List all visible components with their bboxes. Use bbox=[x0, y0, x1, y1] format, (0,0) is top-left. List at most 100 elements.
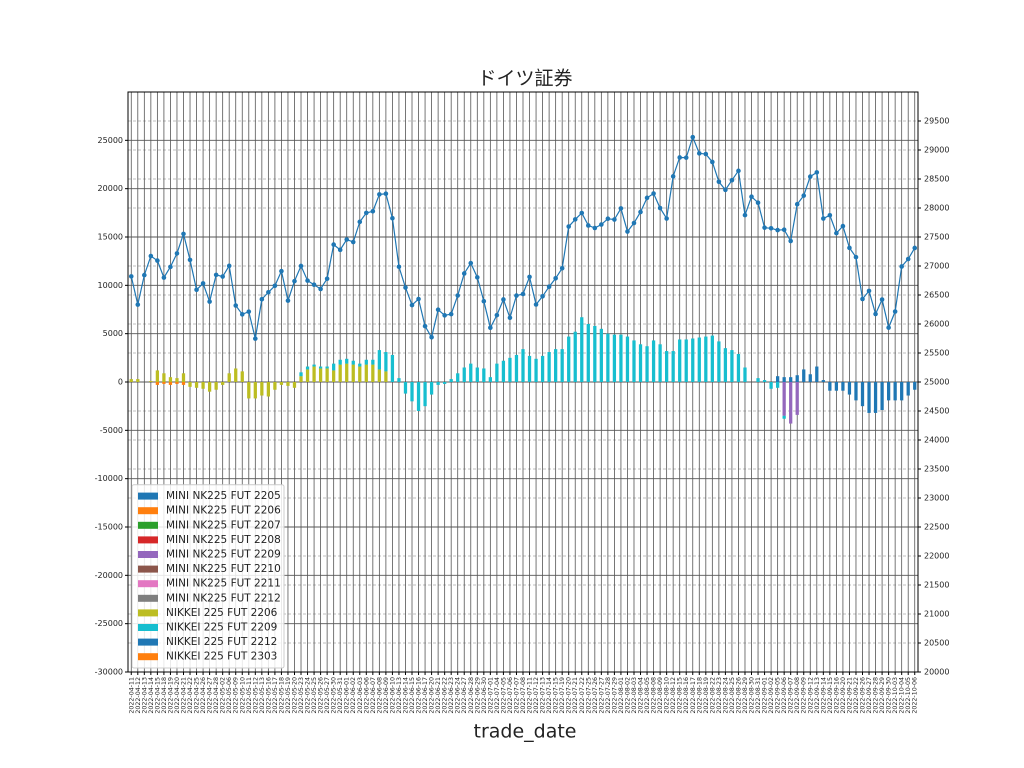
x-tick-label: 2022-08-19 bbox=[703, 677, 710, 714]
price-marker bbox=[155, 258, 160, 263]
price-marker bbox=[194, 287, 199, 293]
price-marker bbox=[794, 201, 800, 207]
x-tick-label: 2022-07-29 bbox=[611, 677, 618, 714]
bar bbox=[580, 317, 584, 382]
y2-tick-label: 26000 bbox=[924, 320, 949, 329]
bar bbox=[456, 373, 460, 382]
y2-tick-label: 29000 bbox=[924, 146, 949, 155]
bar bbox=[873, 382, 878, 413]
x-tick-label: 2022-09-09 bbox=[801, 677, 808, 714]
price-marker bbox=[455, 293, 461, 298]
price-marker bbox=[821, 216, 826, 221]
x-tick-label: 2022-08-25 bbox=[729, 677, 736, 714]
x-tick-label: 2022-05-09 bbox=[233, 677, 240, 714]
legend-label: MINI NK225 FUT 2205 bbox=[166, 490, 281, 502]
bar bbox=[175, 378, 179, 382]
bar bbox=[214, 382, 218, 390]
bar bbox=[638, 344, 643, 382]
y2-tick-label: 21000 bbox=[924, 610, 949, 619]
x-axis-label: trade_date bbox=[474, 721, 577, 743]
x-tick-label: 2022-06-09 bbox=[383, 677, 390, 714]
price-marker bbox=[220, 274, 225, 279]
legend-swatch bbox=[138, 551, 158, 558]
plot-frame bbox=[127, 91, 919, 673]
price-marker bbox=[651, 191, 656, 196]
x-tick-label: 2022-06-08 bbox=[376, 677, 383, 714]
price-marker bbox=[350, 239, 356, 245]
bar bbox=[325, 368, 329, 382]
x-tick-label: 2022-07-07 bbox=[513, 677, 520, 714]
price-marker bbox=[239, 312, 245, 317]
x-tick-label: 2022-05-10 bbox=[239, 677, 246, 714]
legend-label: MINI NK225 FUT 2209 bbox=[166, 549, 281, 561]
x-tick-label: 2022-06-15 bbox=[409, 677, 416, 714]
x-tick-label: 2022-08-15 bbox=[677, 677, 684, 714]
y-tick-label: 5000 bbox=[103, 329, 123, 338]
y-tick-label: 20000 bbox=[98, 184, 123, 193]
x-tick-label: 2022-09-29 bbox=[879, 677, 886, 714]
price-marker bbox=[755, 200, 761, 206]
bar bbox=[194, 382, 199, 388]
price-marker bbox=[213, 272, 219, 278]
price-marker bbox=[775, 227, 780, 233]
x-tick-label: 2022-07-11 bbox=[527, 677, 534, 714]
price-marker bbox=[638, 209, 643, 215]
x-tick-label: 2022-05-25 bbox=[311, 677, 318, 714]
bar bbox=[279, 382, 284, 385]
price-marker bbox=[834, 230, 839, 236]
bar bbox=[730, 350, 734, 382]
price-marker bbox=[572, 217, 578, 222]
y-tick-label: -30000 bbox=[95, 668, 123, 677]
bar bbox=[162, 373, 166, 382]
x-tick-label: 2022-08-22 bbox=[709, 677, 716, 714]
x-tick-label: 2022-06-01 bbox=[344, 677, 351, 714]
bar bbox=[547, 352, 551, 382]
y2-tick-label: 23500 bbox=[924, 465, 949, 474]
price-marker bbox=[168, 264, 173, 270]
bar bbox=[554, 349, 558, 382]
y-tick-label: 15000 bbox=[98, 233, 123, 242]
bar bbox=[854, 382, 858, 401]
y-tick-label: -10000 bbox=[95, 474, 123, 483]
bar bbox=[266, 382, 271, 397]
legend-swatch bbox=[138, 624, 158, 631]
price-marker bbox=[670, 174, 676, 179]
x-tick-label: 2022-07-20 bbox=[566, 677, 573, 714]
bar bbox=[181, 382, 186, 385]
bar bbox=[586, 324, 590, 382]
bar bbox=[358, 363, 362, 367]
x-tick-label: 2022-08-09 bbox=[657, 677, 664, 714]
legend-swatch bbox=[138, 653, 158, 661]
price-marker bbox=[866, 288, 872, 294]
bar bbox=[149, 381, 153, 382]
price-marker bbox=[736, 168, 741, 174]
price-marker bbox=[553, 275, 558, 281]
x-tick-label: 2022-10-05 bbox=[905, 677, 912, 714]
bar bbox=[795, 375, 799, 382]
bar bbox=[612, 334, 617, 382]
bar bbox=[371, 359, 375, 365]
x-tick-label: 2022-09-20 bbox=[840, 677, 847, 714]
bar bbox=[900, 382, 904, 401]
bar bbox=[129, 379, 133, 382]
price-marker bbox=[390, 215, 395, 221]
bar bbox=[808, 374, 812, 382]
y2-tick-label: 28000 bbox=[924, 204, 949, 213]
bar bbox=[449, 379, 453, 382]
x-tick-label: 2022-08-23 bbox=[716, 677, 723, 714]
bar bbox=[645, 346, 649, 382]
price-marker bbox=[324, 276, 330, 282]
bar bbox=[828, 382, 832, 391]
bar bbox=[782, 377, 786, 382]
price-marker bbox=[507, 315, 513, 321]
price-marker bbox=[337, 247, 343, 253]
x-tick-label: 2022-04-26 bbox=[200, 677, 207, 714]
x-tick-label: 2022-04-15 bbox=[154, 677, 161, 714]
x-tick-label: 2022-05-26 bbox=[318, 677, 325, 714]
price-marker bbox=[618, 206, 624, 211]
legend-box bbox=[131, 484, 285, 669]
bar bbox=[201, 382, 205, 389]
x-tick-label: 2022-06-21 bbox=[435, 677, 442, 714]
bar bbox=[273, 382, 277, 390]
